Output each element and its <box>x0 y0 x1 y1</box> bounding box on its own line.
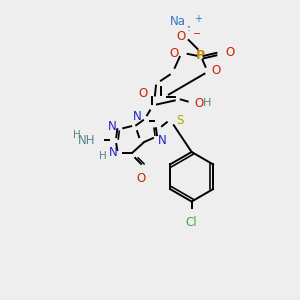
Text: H: H <box>99 151 106 161</box>
Text: Na: Na <box>170 15 186 28</box>
Text: P: P <box>196 50 205 62</box>
Text: H: H <box>202 98 211 108</box>
Text: O: O <box>169 47 179 60</box>
Text: O: O <box>212 64 221 77</box>
Text: N: N <box>109 146 117 160</box>
Text: +: + <box>194 14 202 24</box>
Text: O: O <box>176 30 186 43</box>
Text: NH: NH <box>78 134 95 147</box>
Text: O: O <box>225 46 235 59</box>
Text: O: O <box>139 87 148 100</box>
Text: Cl: Cl <box>186 216 197 230</box>
Text: N: N <box>108 120 116 133</box>
Text: S: S <box>176 114 183 127</box>
Text: N: N <box>133 110 142 123</box>
Text: O: O <box>136 172 146 185</box>
Text: −: − <box>193 29 201 39</box>
Text: H: H <box>73 130 81 140</box>
Text: N: N <box>158 134 167 147</box>
Text: O: O <box>195 97 204 110</box>
